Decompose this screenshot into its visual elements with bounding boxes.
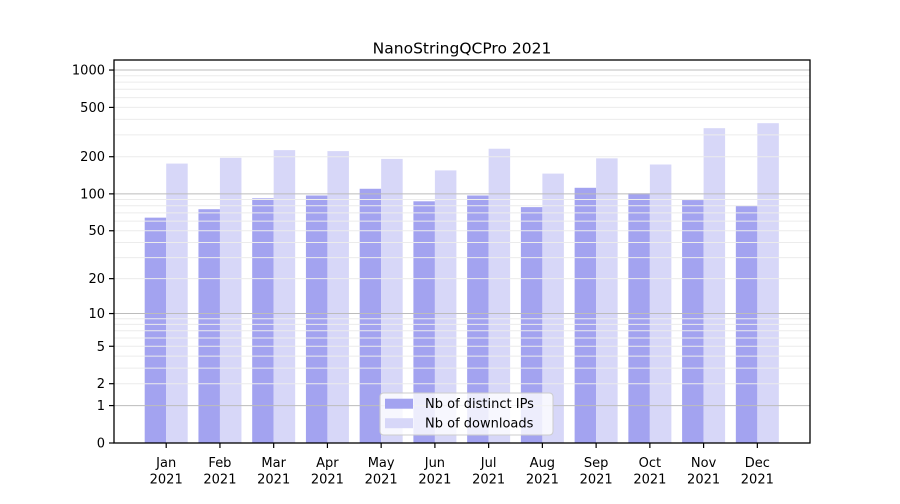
x-month-label: Jan: [155, 456, 176, 471]
x-month-label: Apr: [316, 456, 339, 471]
bar-downloads-feb: [219, 157, 242, 443]
y-axis-tick-label: 1: [97, 399, 105, 414]
x-year-label: 2021: [580, 473, 613, 488]
x-year-label: 2021: [741, 473, 774, 488]
x-year-label: 2021: [418, 473, 451, 488]
y-axis-tick-label: 200: [80, 150, 105, 165]
x-year-label: 2021: [633, 473, 666, 488]
legend-label-distinct-ips: Nb of distinct IPs: [425, 397, 534, 412]
y-axis-tick-label: 10: [88, 307, 105, 322]
bar-ips-sep: [574, 187, 597, 443]
y-axis-tick-label: 5: [97, 340, 105, 355]
legend-swatch-downloads: [385, 418, 413, 429]
x-month-label: Feb: [208, 456, 231, 471]
legend-label-downloads: Nb of downloads: [425, 417, 534, 432]
bar-downloads-oct: [649, 164, 672, 443]
x-month-label: Nov: [691, 456, 717, 471]
bar-downloads-dec: [757, 123, 779, 443]
y-axis-tick-label: 1000: [72, 64, 105, 79]
bar-downloads-may: [381, 158, 403, 444]
x-month-label: Jun: [424, 456, 445, 471]
bar-downloads-apr: [327, 151, 349, 443]
x-year-label: 2021: [203, 473, 236, 488]
bar-ips-may: [359, 188, 382, 443]
y-axis-tick-label: 100: [80, 187, 105, 202]
bar-downloads-jun: [434, 170, 457, 444]
x-month-label: Mar: [261, 456, 286, 471]
x-month-label: Aug: [530, 456, 555, 471]
x-year-label: 2021: [526, 473, 559, 488]
bar-downloads-nov: [703, 128, 726, 443]
bar-ips-feb: [198, 209, 220, 443]
y-axis-tick-label: 0: [97, 437, 105, 452]
y-axis-tick-label: 50: [88, 224, 105, 239]
bar-ips-mar: [252, 198, 274, 443]
y-axis-tick-label: 2: [97, 377, 105, 392]
bar-downloads-aug: [542, 173, 564, 443]
x-month-label: May: [368, 456, 395, 471]
bar-downloads-jan: [166, 163, 188, 444]
x-year-label: 2021: [311, 473, 344, 488]
x-month-label: Sep: [584, 456, 609, 471]
x-year-label: 2021: [150, 473, 183, 488]
x-year-label: 2021: [257, 473, 290, 488]
legend-box: [379, 392, 554, 436]
x-year-label: 2021: [365, 473, 398, 488]
x-month-label: Oct: [639, 456, 661, 471]
bar-ips-nov: [682, 200, 704, 443]
x-year-label: 2021: [472, 473, 505, 488]
plot-border: [113, 59, 811, 444]
y-axis-tick-label: 20: [88, 272, 105, 287]
bar-downloads-sep: [596, 158, 618, 443]
bar-downloads-mar: [273, 150, 296, 443]
chart-title: NanoStringQCPro 2021: [373, 40, 552, 58]
x-month-label: Dec: [745, 456, 770, 471]
legend-swatch-distinct-ips: [385, 398, 413, 409]
bar-downloads-jul: [488, 148, 511, 443]
x-month-label: Jul: [480, 456, 497, 471]
bar-ips-oct: [628, 193, 650, 443]
x-year-label: 2021: [687, 473, 720, 488]
bar-ips-jun: [413, 201, 435, 443]
y-axis-tick-label: 500: [80, 101, 105, 116]
